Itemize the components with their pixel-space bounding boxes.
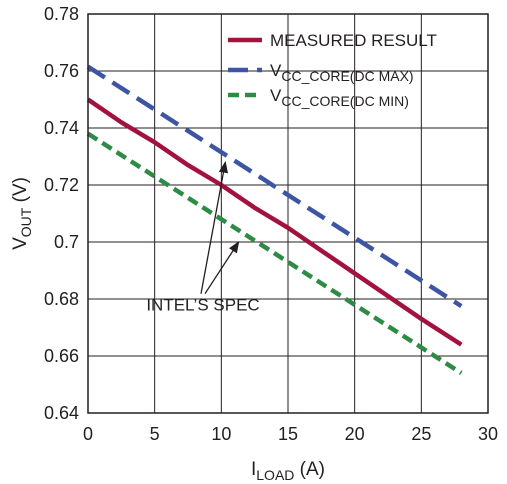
- series-line-1: [86, 64, 463, 308]
- y-tick-label: 0.72: [44, 175, 79, 195]
- y-tick-label: 0.7: [54, 232, 79, 252]
- x-tick-label: 15: [278, 424, 298, 444]
- legend-label-vcc-min-subscript: CC_CORE(DC MIN): [281, 93, 409, 109]
- x-tick-label: 25: [411, 424, 431, 444]
- y-axis-title: VOUT (V): [10, 177, 34, 250]
- legend-label-vcc-max-main: V: [270, 61, 282, 80]
- legend: MEASURED RESULT VCC_CORE(DC MAX) VCC_COR…: [228, 31, 437, 109]
- x-axis-title-subscript: LOAD: [256, 467, 294, 483]
- annotation: INTEL’S SPEC: [146, 161, 260, 315]
- x-axis-title-main: I: [251, 459, 256, 480]
- series-line-2: [86, 131, 463, 375]
- y-axis-title-subscript: OUT: [18, 207, 34, 237]
- y-tick-label: 0.76: [44, 61, 79, 81]
- y-tick-label: 0.68: [44, 289, 79, 309]
- legend-label-vcc-max: VCC_CORE(DC MAX): [270, 61, 414, 84]
- legend-label-measured: MEASURED RESULT: [270, 31, 437, 50]
- x-tick-label: 30: [478, 424, 498, 444]
- y-tick-label: 0.74: [44, 118, 79, 138]
- x-tick-label: 10: [211, 424, 231, 444]
- y-axis-title-main: V: [10, 237, 31, 250]
- series-line-0: [86, 97, 463, 347]
- legend-label-vcc-min: VCC_CORE(DC MIN): [270, 86, 409, 109]
- plot-area-frame: [87, 13, 489, 414]
- y-axis-title-unit: (V): [10, 177, 31, 208]
- y-tick-label: 0.66: [44, 346, 79, 366]
- legend-label-vcc-max-subscript: CC_CORE(DC MAX): [281, 68, 413, 84]
- x-axis-title: ILOAD (A): [251, 459, 325, 483]
- legend-label-vcc-min-main: V: [270, 86, 282, 105]
- annotation-intel-spec: INTEL’S SPEC: [146, 296, 259, 315]
- x-tick-label: 5: [150, 424, 160, 444]
- y-tick-label: 0.64: [44, 403, 79, 423]
- axis-ticks: 0 5 10 15 20 25 30 0.64 0.66 0.68 0.7 0.72 0.74 0.76 0…: [44, 4, 498, 444]
- grid: [88, 14, 488, 413]
- x-axis-title-unit: (A): [294, 459, 325, 480]
- annotation-arrow: [200, 161, 229, 294]
- x-tick-label: 0: [83, 424, 93, 444]
- annotation-arrow: [204, 241, 240, 295]
- series-group: [86, 64, 463, 375]
- y-tick-label: 0.78: [44, 4, 79, 24]
- x-tick-label: 20: [345, 424, 365, 444]
